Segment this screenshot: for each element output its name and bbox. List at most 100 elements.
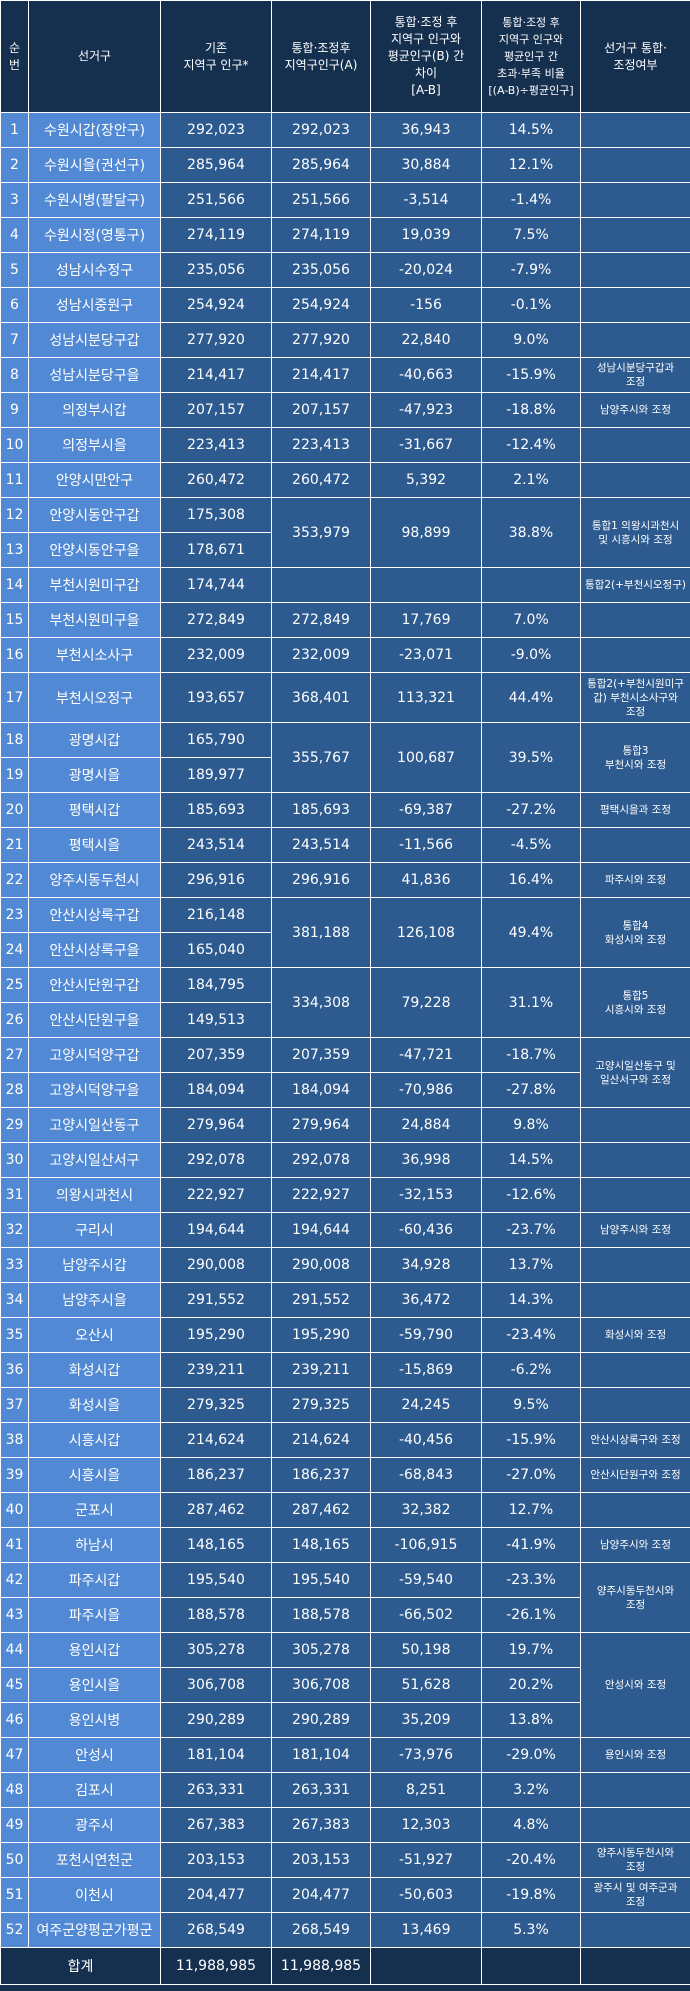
table-row: 19 광명시을 189,977 [0,757,690,793]
table-row: 5 성남시수정구 235,056 235,056 -20,024 -7.9% [0,252,690,288]
row-ratio: 12.1% [481,147,581,183]
row-number: 25 [0,967,29,1003]
row-district: 수원시병(팔달구) [28,182,161,218]
row-number: 24 [0,932,29,968]
row-prev-pop: 277,920 [160,322,272,358]
row-post-pop: 287,462 [271,1492,371,1528]
row-post-pop: 368,401 [271,672,371,723]
row-note [580,1247,690,1283]
row-district: 광명시을 [28,757,161,793]
table-row: 50 포천시연천군 203,153 203,153 -51,927 -20.4% 양주시동두… [0,1842,690,1878]
row-number: 18 [0,722,29,758]
row-number: 27 [0,1037,29,1073]
row-ratio: 13.7% [481,1247,581,1283]
row-number: 52 [0,1912,29,1948]
row-prev-pop: 222,927 [160,1177,272,1213]
row-diff: 50,198 [370,1632,482,1668]
row-diff: 79,228 [370,967,482,1038]
row-post-pop: 243,514 [271,827,371,863]
row-diff: -69,387 [370,792,482,828]
row-prev-pop: 296,916 [160,862,272,898]
row-ratio: 13.8% [481,1702,581,1738]
row-ratio: -23.7% [481,1212,581,1248]
footer-row: 합계 11,988,985 11,988,985 [0,1947,690,1985]
row-ratio: -4.5% [481,827,581,863]
table-row: 4 수원시정(영통구) 274,119 274,119 19,039 7.5% [0,217,690,253]
table-row: 20 평택시갑 185,693 185,693 -69,387 -27.2% 평택시을과 조… [0,792,690,828]
row-note [580,427,690,463]
row-district: 남양주시을 [28,1282,161,1318]
row-number: 10 [0,427,29,463]
row-prev-pop: 178,671 [160,532,272,568]
row-diff: -47,923 [370,392,482,428]
row-district: 의왕시과천시 [28,1177,161,1213]
row-post-pop: 181,104 [271,1737,371,1773]
row-district: 성남시분당구갑 [28,322,161,358]
row-diff: 51,628 [370,1667,482,1703]
row-prev-pop: 216,148 [160,897,272,933]
row-post-pop: 260,472 [271,462,371,498]
row-note: 광주시 및 여주군과 조정 [580,1877,690,1913]
row-prev-pop: 195,540 [160,1562,272,1598]
row-diff: 36,998 [370,1142,482,1178]
row-number: 8 [0,357,29,393]
row-district: 화성시을 [28,1387,161,1423]
table-row: 15 부천시원미구을 272,849 272,849 17,769 7.0% [0,602,690,638]
row-post-pop: 381,188 [271,897,371,968]
row-note: 안산시상록구와 조정 [580,1422,690,1458]
row-prev-pop: 232,009 [160,637,272,673]
header-row: 순 번 선거구 기존 지역구 인구* 통합·조정후 지역구인구(A) 통합·조정… [0,0,690,113]
header-diff: 통합·조정 후 지역구 인구와 평균인구(B) 간 차이 [A-B] [370,0,482,113]
row-post-pop: 207,157 [271,392,371,428]
row-diff: -3,514 [370,182,482,218]
row-number: 29 [0,1107,29,1143]
row-district: 부천시원미구갑 [28,567,161,603]
table-row: 17 부천시오정구 193,657 368,401 113,321 44.4% 통합2(+부… [0,672,690,723]
row-post-pop: 274,119 [271,217,371,253]
row-number: 44 [0,1632,29,1668]
row-district: 안산시상록구갑 [28,897,161,933]
row-number: 45 [0,1667,29,1703]
row-post-pop: 195,540 [271,1562,371,1598]
row-prev-pop: 203,153 [160,1842,272,1878]
row-diff: 30,884 [370,147,482,183]
row-ratio [481,567,581,603]
row-prev-pop: 165,040 [160,932,272,968]
row-number: 38 [0,1422,29,1458]
row-note: 안성시와 조정 [580,1632,690,1738]
row-ratio: 7.0% [481,602,581,638]
row-district: 고양시덕양구을 [28,1072,161,1108]
row-number: 16 [0,637,29,673]
row-note: 통합1 의왕시과천시 및 시흥시와 조정 [580,497,690,568]
row-diff: 98,899 [370,497,482,568]
row-district: 안양시만안구 [28,462,161,498]
row-number: 6 [0,287,29,323]
row-post-pop: 267,383 [271,1807,371,1843]
row-number: 22 [0,862,29,898]
row-post-pop: 232,009 [271,637,371,673]
row-diff: 24,245 [370,1387,482,1423]
row-prev-pop: 239,211 [160,1352,272,1388]
header-district: 선거구 [28,0,161,113]
row-district: 평택시을 [28,827,161,863]
row-ratio: 44.4% [481,672,581,723]
table-row: 34 남양주시을 291,552 291,552 36,472 14.3% [0,1282,690,1318]
row-prev-pop: 254,924 [160,287,272,323]
row-ratio: -1.4% [481,182,581,218]
row-ratio: -41.9% [481,1527,581,1563]
row-note: 양주시동두천시와 조정 [580,1562,690,1633]
row-note [580,322,690,358]
row-prev-pop: 188,578 [160,1597,272,1633]
row-number: 20 [0,792,29,828]
row-prev-pop: 204,477 [160,1877,272,1913]
footer-post-total: 11,988,985 [271,1947,371,1985]
table-row: 39 시흥시을 186,237 186,237 -68,843 -27.0% 안산시단원구와… [0,1457,690,1493]
row-district: 안양시동안구갑 [28,497,161,533]
row-ratio: 12.7% [481,1492,581,1528]
row-number: 13 [0,532,29,568]
row-note: 성남시분당구갑과 조정 [580,357,690,393]
row-note [580,182,690,218]
row-post-pop: 223,413 [271,427,371,463]
row-diff: -106,915 [370,1527,482,1563]
table-row: 36 화성시갑 239,211 239,211 -15,869 -6.2% [0,1352,690,1388]
